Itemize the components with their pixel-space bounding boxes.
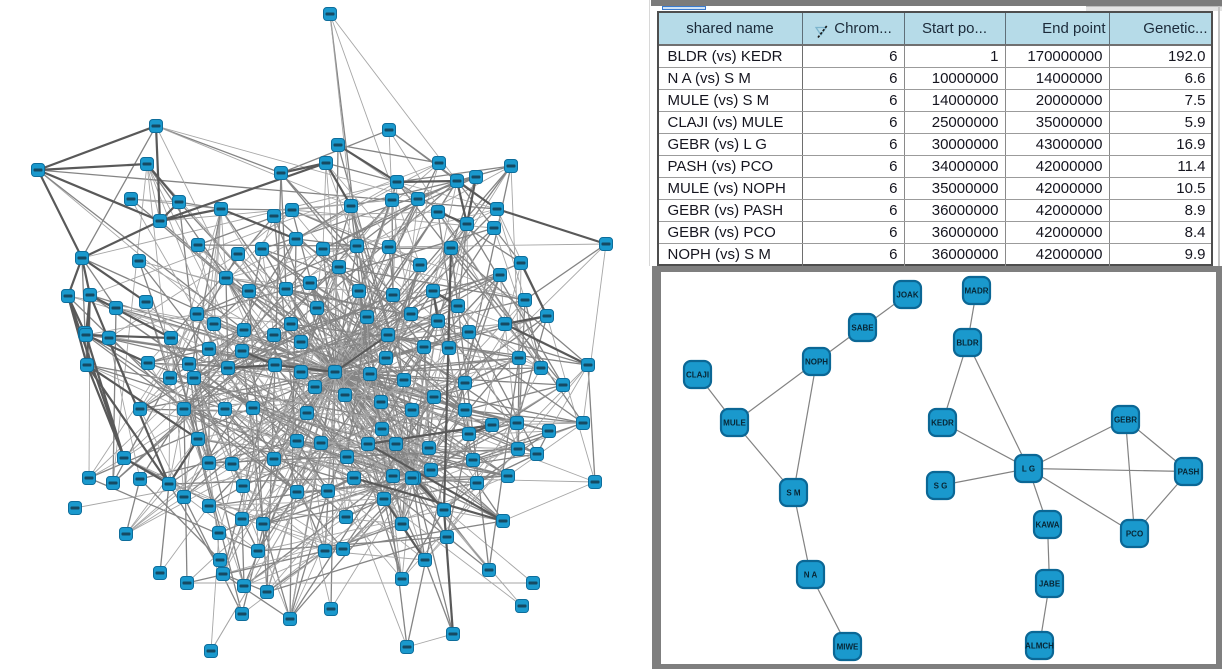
- svg-text:JOAK: JOAK: [896, 290, 918, 299]
- svg-text:KAWA: KAWA: [1035, 520, 1059, 529]
- svg-text:PASH: PASH: [1177, 467, 1199, 476]
- svg-text:MULE: MULE: [723, 418, 746, 427]
- svg-text:N A: N A: [803, 570, 817, 579]
- svg-text:CLAJI: CLAJI: [685, 370, 708, 379]
- svg-text:JABE: JABE: [1038, 579, 1060, 588]
- svg-text:S M: S M: [786, 488, 801, 497]
- svg-text:S G: S G: [933, 481, 947, 490]
- svg-text:ALMCH: ALMCH: [1025, 641, 1054, 650]
- svg-text:KEDR: KEDR: [931, 418, 954, 427]
- svg-text:MIWE: MIWE: [836, 642, 858, 651]
- svg-text:MADR: MADR: [964, 286, 988, 295]
- svg-text:BLDR: BLDR: [956, 338, 978, 347]
- svg-text:SABE: SABE: [851, 323, 874, 332]
- svg-text:PCO: PCO: [1125, 529, 1142, 538]
- svg-text:GEBR: GEBR: [1113, 415, 1136, 424]
- svg-text:L G: L G: [1021, 464, 1034, 473]
- svg-text:NOPH: NOPH: [804, 357, 827, 366]
